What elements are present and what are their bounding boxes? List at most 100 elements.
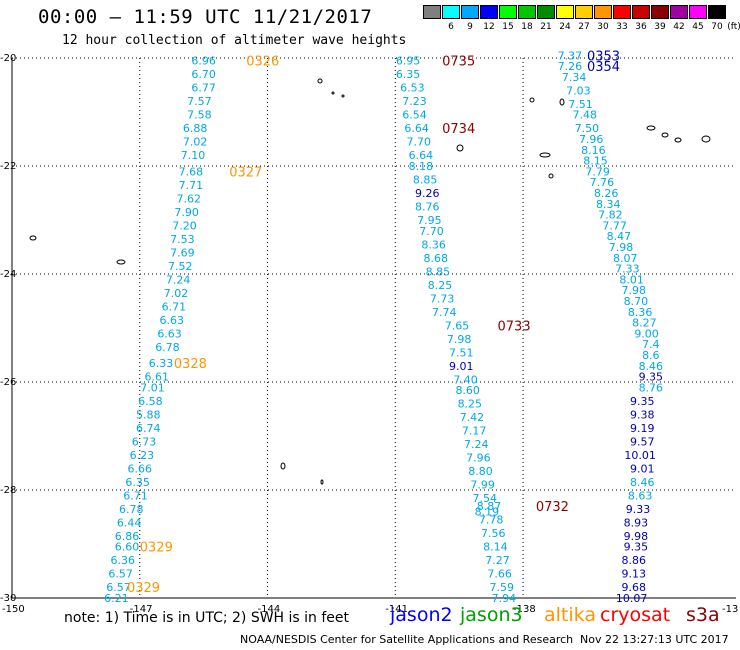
wave-height-value: 7.10 [181,149,206,162]
y-tick-label: -30 [0,593,16,604]
x-tick-label: -13 [722,604,738,615]
island-outline [29,235,37,241]
wave-height-value: 6.78 [119,503,144,516]
pass-time-label: 0353 [587,49,620,64]
wave-height-value: 10.07 [616,592,648,605]
wave-height-value: 7.53 [170,233,195,246]
wave-height-value: 8.16 [581,144,606,157]
wave-height-value: 6.71 [162,300,187,313]
legend-label: 6 [448,22,454,32]
pass-time-label: 0732 [536,500,569,515]
island-outline [456,144,464,152]
wave-height-value: 6.61 [145,371,170,384]
island-outline [331,91,335,95]
wave-height-value: 8.15 [583,155,608,168]
wave-height-value: 7.52 [168,260,193,273]
wave-height-value: 8.70 [624,295,649,308]
wave-height-value: 6.58 [138,395,163,408]
island-outline [116,259,126,265]
island-outline [529,97,535,103]
legend-swatch [632,5,650,19]
wave-height-value: 7.65 [445,319,470,332]
legend-label: 33 [616,22,628,32]
wave-height-value: 8.85 [413,174,438,187]
pass-time-label: 0354 [587,60,620,75]
wave-height-value: 6.36 [110,554,135,567]
legend-label: 39 [654,22,666,32]
wave-height-value: 7.34 [562,71,587,84]
wave-height-value: 8.87 [477,500,502,513]
wave-height-value: 7.66 [487,568,512,581]
wave-height-value: 7.70 [406,136,431,149]
wave-height-value: 7.59 [490,581,515,594]
wave-height-value: 6.70 [191,68,216,81]
legend-label: 18 [521,22,533,32]
wave-height-value: 6.95 [396,55,421,68]
wave-height-value: 6.78 [155,341,180,354]
legend-label: 45 [692,22,704,32]
x-tick-label: -138 [513,604,536,615]
wave-height-value: 7.58 [187,109,212,122]
pass-time-label: 0734 [442,122,475,137]
wave-height-value: 8.76 [639,381,664,394]
legend-label: 70 [711,22,723,32]
island-outline [548,173,554,179]
wave-height-value: 6.64 [404,122,429,135]
wave-height-value: 9.68 [622,581,647,594]
island-outline [674,137,682,143]
wave-height-value: 7.02 [183,136,208,149]
wave-height-value: 8.25 [428,279,453,292]
wave-height-value: 7.82 [598,209,623,222]
island-outline [701,135,711,143]
pass-time-label: 0329 [140,541,173,556]
wave-height-value: 8.47 [607,230,632,243]
wave-height-value: 6.60 [115,541,140,554]
wave-height-value: 6.23 [130,449,155,462]
wave-height-value: 6.71 [123,489,148,502]
wave-height-value: 7.79 [585,165,610,178]
satellite-name-jason3: jason3 [460,604,523,626]
wave-height-value: 7.73 [430,292,455,305]
wave-height-value: 7.94 [492,592,517,605]
wave-height-value: 7.74 [432,306,457,319]
wave-height-value: 9.33 [626,503,651,516]
wave-height-value: 7.42 [460,411,485,424]
wave-height-value: 7.62 [176,192,201,205]
wave-height-value: 7.57 [187,95,212,108]
wave-height-value: 8.46 [630,476,655,489]
island-outline [341,94,345,98]
legend-label: 36 [635,22,647,32]
wave-height-value: 7.70 [419,225,444,238]
wave-height-value: 7.50 [575,122,600,135]
wave-height-value: 6.73 [132,435,157,448]
wave-height-value: 9.35 [624,541,649,554]
legend-swatch [442,5,460,19]
legend-swatch [689,5,707,19]
pass-time-label: 0326 [246,55,279,70]
wave-height-value: 9.98 [624,530,649,543]
wave-height-value: 9.01 [449,360,474,373]
wave-height-value: 8.36 [421,238,446,251]
wave-height-value: 7.23 [402,95,427,108]
wave-height-value: 8.85 [426,265,451,278]
wave-height-value: 7.54 [472,492,497,505]
wave-height-value: 7.90 [174,206,199,219]
wave-height-value: 5.88 [136,408,161,421]
legend-swatch [708,5,726,19]
wave-height-value: 6.35 [125,476,150,489]
wave-height-value: 8.6 [642,349,660,362]
wave-height-value: 6.66 [128,462,153,475]
wave-height-value: 8.86 [622,554,647,567]
y-tick-label: -20 [0,53,16,64]
wave-height-value: 8.46 [639,360,664,373]
wave-height-value: 6.44 [117,516,142,529]
wave-height-value: 8.27 [632,317,657,330]
legend-label: 42 [673,22,685,32]
wave-height-value: 6.33 [149,357,174,370]
wave-height-value: 6.96 [191,55,216,68]
wave-height-value: 7.03 [566,84,591,97]
wave-height-value: 6.21 [104,592,129,605]
island-outlines [29,78,711,485]
wave-height-value: 7.02 [164,287,189,300]
wave-height-value: 6.86 [115,530,140,543]
